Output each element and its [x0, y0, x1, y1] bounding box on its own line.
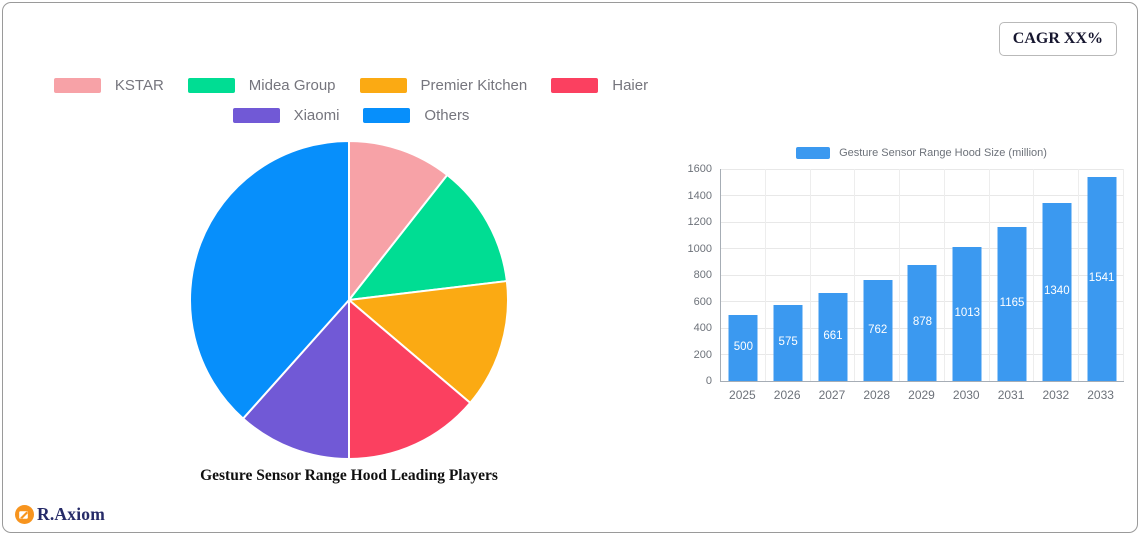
gridline-x-2	[809, 169, 811, 381]
x-axis-tick-2032: 2032	[1042, 388, 1070, 402]
gridline-y-1000	[721, 248, 1124, 249]
bar-cell-2033: 1541	[1079, 169, 1124, 381]
pie-slice-xiaomi	[242, 299, 350, 460]
bar-2032: 1340	[1042, 203, 1072, 381]
bar-value-2026: 575	[778, 336, 798, 349]
y-axis-tick-1400: 1400	[687, 189, 712, 202]
gridline-x-7	[1033, 169, 1035, 381]
cagr-badge: CAGR XX%	[998, 22, 1117, 56]
legend-swatch-xiaomi	[232, 108, 280, 123]
bar-chart-legend: Gesture Sensor Range Hood Size (million)	[720, 147, 1123, 159]
x-axis-tick-2029: 2029	[908, 388, 935, 402]
pie-slice-premier-kitchen	[348, 280, 509, 404]
legend-label-xiaomi: Xiaomi	[293, 107, 340, 124]
bar-2031: 1165	[997, 226, 1027, 381]
bar-2030: 1013	[952, 246, 982, 381]
bar-2027: 661	[818, 293, 848, 381]
bar-value-2032: 1340	[1044, 285, 1070, 298]
bar-value-2028: 762	[868, 323, 888, 336]
bar-value-2029: 878	[912, 316, 933, 329]
gridline-x-9	[1123, 169, 1124, 381]
bar-legend-label: Gesture Sensor Range Hood Size (million)	[839, 147, 1047, 159]
legend-item-xiaomi: Xiaomi	[232, 107, 340, 124]
bar-value-2030: 1013	[954, 307, 981, 320]
bar-plot-area: 500 575 661 762 878 1013 1165 1340 1541	[720, 168, 1124, 382]
legend-item-midea-group: Midea Group	[187, 77, 336, 94]
brand-icon	[15, 505, 34, 524]
bar-2026: 575	[773, 304, 803, 381]
legend-item-kstar: KSTAR	[53, 77, 164, 94]
bar-value-2025: 500	[733, 341, 753, 354]
gridline-x-1	[764, 169, 766, 381]
gridline-x-6	[988, 169, 990, 381]
bar-cell-2030: 1013	[945, 169, 990, 381]
pie-slice-midea-group	[348, 173, 508, 301]
bar-2025: 500	[728, 314, 758, 381]
bar-2033: 1541	[1087, 176, 1117, 381]
legend-item-haier: Haier	[551, 77, 648, 94]
bar-2029: 878	[907, 264, 937, 381]
bar-cell-2032: 1340	[1034, 169, 1079, 381]
x-axis-tick-2027: 2027	[818, 388, 846, 402]
x-axis-tick-2026: 2026	[773, 388, 801, 402]
pie-legend-row-2: Xiaomi Others	[31, 107, 671, 124]
legend-label-midea-group: Midea Group	[248, 77, 336, 94]
bar-value-2031: 1165	[999, 297, 1025, 310]
bar-cell-2026: 575	[766, 169, 811, 381]
brand-logo: R.Axiom	[15, 504, 105, 525]
pie-slice-haier	[348, 299, 472, 460]
y-axis-tick-1000: 1000	[687, 242, 712, 255]
x-axis-tick-2028: 2028	[863, 388, 891, 402]
y-axis-tick-0: 0	[705, 375, 712, 387]
y-axis-tick-600: 600	[693, 295, 712, 308]
pie-legend-row-1: KSTAR Midea Group Premier Kitchen Haier	[31, 77, 671, 94]
bar-cell-2029: 878	[900, 169, 945, 381]
legend-swatch-midea-group	[187, 78, 235, 93]
legend-label-premier-kitchen: Premier Kitchen	[420, 77, 528, 94]
pie-slice-others	[189, 140, 350, 420]
gridline-y-1600	[721, 168, 1124, 170]
x-axis-tick-2025: 2025	[729, 388, 756, 402]
y-axis-tick-1200: 1200	[687, 216, 712, 228]
bar-legend-swatch	[796, 147, 831, 159]
brand-name: R.Axiom	[37, 504, 105, 524]
x-axis-tick-2033: 2033	[1087, 388, 1114, 402]
gridline-y-1400	[721, 195, 1124, 196]
legend-label-haier: Haier	[612, 77, 649, 94]
y-axis-tick-800: 800	[693, 269, 712, 281]
x-axis-tick-2030: 2030	[952, 388, 980, 402]
bar-value-2033: 1541	[1088, 272, 1115, 285]
legend-item-others: Others	[363, 107, 469, 124]
legend-swatch-haier	[551, 78, 599, 93]
y-axis-tick-1600: 1600	[687, 163, 712, 175]
pie-chart-title: Gesture Sensor Range Hood Leading Player…	[200, 467, 498, 484]
legend-label-others: Others	[424, 107, 470, 124]
legend-swatch-others	[363, 108, 411, 123]
y-axis-tick-400: 400	[693, 322, 712, 334]
bar-cell-2027: 661	[811, 169, 856, 381]
legend-swatch-premier-kitchen	[359, 78, 407, 93]
y-axis-tick-200: 200	[693, 348, 712, 361]
chart-canvas: CAGR XX% KSTAR Midea Group Premier Kitchen…	[3, 3, 1137, 532]
gridline-x-5	[943, 169, 945, 381]
bar-cell-2028: 762	[855, 169, 900, 381]
gridline-x-8	[1078, 169, 1080, 381]
pie-chart	[189, 140, 509, 460]
bar-value-2027: 661	[823, 330, 843, 343]
bar-cell-2031: 1165	[990, 169, 1035, 381]
pie-slice-kstar	[348, 140, 449, 301]
legend-item-premier-kitchen: Premier Kitchen	[359, 77, 528, 94]
x-axis-tick-2031: 2031	[997, 388, 1025, 402]
gridline-x-4	[899, 169, 901, 381]
legend-label-kstar: KSTAR	[114, 77, 164, 94]
legend-swatch-kstar	[53, 78, 101, 93]
gridline-y-1200	[721, 221, 1124, 223]
bar-cell-2025: 500	[721, 169, 766, 381]
bar-2028: 762	[863, 280, 893, 381]
gridline-x-3	[854, 169, 856, 381]
